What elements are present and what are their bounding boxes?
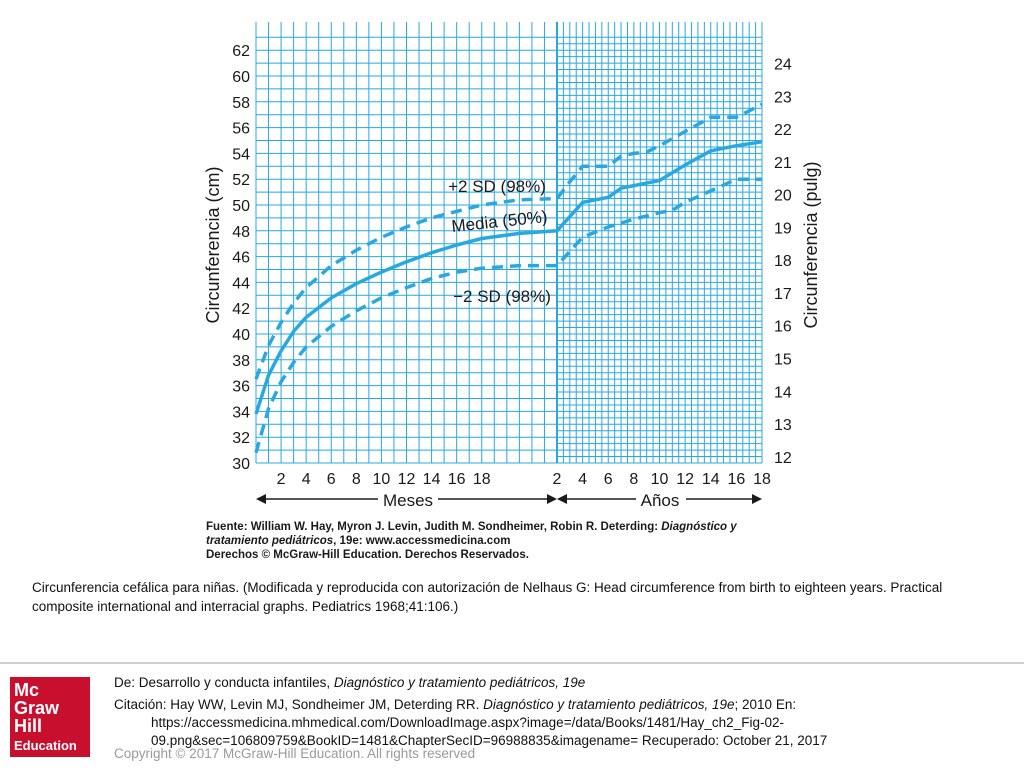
head-circumference-chart: 3032343638404244464850525456586062121314… bbox=[203, 22, 821, 510]
y-tick-label-right: 21 bbox=[774, 155, 792, 172]
x-tick-label-years: 4 bbox=[578, 471, 587, 488]
source-title-line1: Diagnóstico y bbox=[661, 521, 737, 533]
mcgraw-hill-logo: Mc Graw Hill Education bbox=[10, 677, 90, 757]
citation-prefix: Citación: Hay WW, Levin MJ, Sondheimer J… bbox=[114, 697, 476, 712]
series-line-2 bbox=[254, 177, 762, 454]
y-tick-label-left: 32 bbox=[232, 430, 250, 447]
x-tick-label-years: 18 bbox=[753, 471, 771, 488]
y-tick-label-left: 42 bbox=[232, 301, 250, 318]
x-tick-label-years: 16 bbox=[727, 471, 745, 488]
x-tick-label-months: 2 bbox=[277, 471, 286, 488]
x-tick-label-years: 14 bbox=[702, 471, 720, 488]
y-tick-label-left: 38 bbox=[232, 353, 250, 370]
from-prefix: De: Desarrollo y conducta infantiles, bbox=[114, 675, 334, 690]
y-tick-label-right: 22 bbox=[774, 122, 792, 139]
y-tick-label-right: 18 bbox=[774, 253, 792, 270]
y-tick-label-left: 50 bbox=[232, 198, 250, 215]
y-tick-label-left: 34 bbox=[232, 404, 250, 421]
source-prefix: Fuente: William W. Hay, Myron J. Levin, … bbox=[206, 521, 662, 533]
x-period-label-years: Años bbox=[641, 491, 680, 510]
y-tick-label-right: 15 bbox=[774, 352, 792, 369]
x-tick-label-months: 18 bbox=[473, 471, 491, 488]
citation-url-line-2: 09.png&sec=106809759&BookID=1481&Chapter… bbox=[151, 733, 828, 748]
x-tick-label-years: 8 bbox=[629, 471, 638, 488]
y-tick-label-right: 16 bbox=[774, 319, 792, 336]
y-tick-label-left: 40 bbox=[232, 327, 250, 344]
x-tick-label-months: 14 bbox=[423, 471, 441, 488]
source-chapter-line: De: Desarrollo y conducta infantiles, Di… bbox=[114, 674, 585, 692]
x-tick-label-months: 8 bbox=[352, 471, 361, 488]
x-tick-label-months: 16 bbox=[448, 471, 466, 488]
y-tick-label-left: 46 bbox=[232, 250, 250, 267]
source-credit: Fuente: William W. Hay, Myron J. Levin, … bbox=[206, 520, 806, 562]
arrow-left-icon bbox=[557, 494, 567, 504]
citation-url-line-1: https://accessmedicina.mhmedical.com/Dow… bbox=[151, 715, 784, 730]
y-tick-label-right: 20 bbox=[774, 188, 792, 205]
chart-grid bbox=[255, 22, 763, 464]
logo-line-mc: Mc bbox=[14, 680, 40, 700]
chart-lines bbox=[254, 102, 763, 454]
y-tick-label-left: 54 bbox=[232, 146, 250, 163]
series-label-2: −2 SD (98%) bbox=[453, 287, 551, 306]
citation-block: Citación: Hay WW, Levin MJ, Sondheimer J… bbox=[114, 696, 874, 750]
x-tick-label-months: 12 bbox=[398, 471, 416, 488]
x-tick-label-years: 6 bbox=[604, 471, 613, 488]
from-book-title: Diagnóstico y tratamiento pediátricos, 1… bbox=[333, 675, 586, 690]
chart-labels: 3032343638404244464850525456586062121314… bbox=[232, 43, 792, 504]
y-tick-label-right: 13 bbox=[774, 417, 792, 434]
logo-line-graw: Graw bbox=[14, 698, 60, 718]
y-tick-label-left: 30 bbox=[232, 456, 250, 473]
x-tick-label-years: 10 bbox=[651, 471, 669, 488]
y-tick-label-right: 12 bbox=[774, 450, 792, 467]
y-tick-label-left: 44 bbox=[232, 275, 250, 292]
x-tick-label-months: 4 bbox=[302, 471, 311, 488]
citation-separator: . bbox=[475, 697, 484, 712]
y-tick-label-left: 62 bbox=[232, 43, 250, 60]
series-label-0: +2 SD (98%) bbox=[448, 177, 546, 196]
y-tick-label-left: 36 bbox=[232, 379, 250, 396]
logo-line-education: Education bbox=[14, 738, 77, 753]
y-axis-title-left: Circunferencia (cm) bbox=[203, 166, 223, 323]
source-rights: Derechos © McGraw-Hill Education. Derech… bbox=[206, 549, 529, 561]
series-line-0 bbox=[254, 102, 763, 380]
arrow-right-icon bbox=[752, 494, 762, 504]
x-tick-label-months: 10 bbox=[373, 471, 391, 488]
citation-book-title: Diagnóstico y tratamiento pediátricos, 1… bbox=[483, 697, 735, 712]
source-title-line2: tratamiento pediátricos bbox=[206, 535, 334, 547]
x-tick-label-months: 6 bbox=[327, 471, 336, 488]
figure-caption: Circunferencia cefálica para niñas. (Mod… bbox=[32, 580, 943, 614]
citation-year: ; 2010 En: bbox=[734, 697, 797, 712]
y-tick-label-left: 56 bbox=[232, 121, 250, 138]
y-axis-title-right: Circunferencia (pulg) bbox=[801, 161, 821, 328]
series-line-1 bbox=[254, 140, 763, 415]
y-tick-label-left: 52 bbox=[232, 172, 250, 189]
copyright-notice: Copyright © 2017 McGraw-Hill Education. … bbox=[114, 746, 476, 761]
y-tick-label-right: 19 bbox=[774, 220, 792, 237]
arrow-right-icon bbox=[547, 494, 557, 504]
y-tick-label-left: 48 bbox=[232, 224, 250, 241]
y-tick-label-right: 17 bbox=[774, 286, 792, 303]
y-tick-label-right: 24 bbox=[774, 57, 792, 74]
y-tick-label-left: 58 bbox=[232, 95, 250, 112]
x-tick-label-years: 12 bbox=[676, 471, 694, 488]
y-tick-label-left: 60 bbox=[232, 69, 250, 86]
x-period-label-months: Meses bbox=[383, 491, 433, 510]
arrow-left-icon bbox=[256, 494, 266, 504]
logo-line-hill: Hill bbox=[14, 716, 43, 736]
y-tick-label-right: 14 bbox=[774, 384, 792, 401]
y-tick-label-right: 23 bbox=[774, 89, 792, 106]
footer-divider bbox=[0, 662, 1024, 664]
source-suffix: , 19e: www.accessmedicina.com bbox=[333, 535, 511, 547]
x-tick-label-years: 2 bbox=[553, 471, 562, 488]
